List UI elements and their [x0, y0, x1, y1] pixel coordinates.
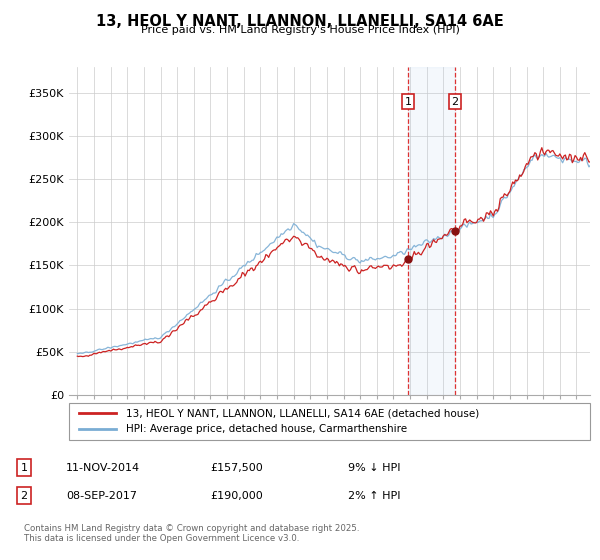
- Text: £190,000: £190,000: [210, 491, 263, 501]
- Text: HPI: Average price, detached house, Carmarthenshire: HPI: Average price, detached house, Carm…: [126, 424, 407, 435]
- Text: Price paid vs. HM Land Registry's House Price Index (HPI): Price paid vs. HM Land Registry's House …: [140, 25, 460, 35]
- Text: 9% ↓ HPI: 9% ↓ HPI: [348, 463, 401, 473]
- FancyBboxPatch shape: [69, 403, 590, 440]
- Text: 2: 2: [451, 97, 458, 107]
- Text: £157,500: £157,500: [210, 463, 263, 473]
- Text: 2: 2: [20, 491, 28, 501]
- Text: 13, HEOL Y NANT, LLANNON, LLANELLI, SA14 6AE (detached house): 13, HEOL Y NANT, LLANNON, LLANELLI, SA14…: [126, 408, 479, 418]
- Text: 1: 1: [404, 97, 412, 107]
- Bar: [408, 67, 455, 395]
- Text: 2% ↑ HPI: 2% ↑ HPI: [348, 491, 401, 501]
- Text: 08-SEP-2017: 08-SEP-2017: [66, 491, 137, 501]
- Text: 1: 1: [20, 463, 28, 473]
- Text: 11-NOV-2014: 11-NOV-2014: [66, 463, 140, 473]
- Text: 13, HEOL Y NANT, LLANNON, LLANELLI, SA14 6AE: 13, HEOL Y NANT, LLANNON, LLANELLI, SA14…: [96, 14, 504, 29]
- Text: Contains HM Land Registry data © Crown copyright and database right 2025.
This d: Contains HM Land Registry data © Crown c…: [24, 524, 359, 543]
